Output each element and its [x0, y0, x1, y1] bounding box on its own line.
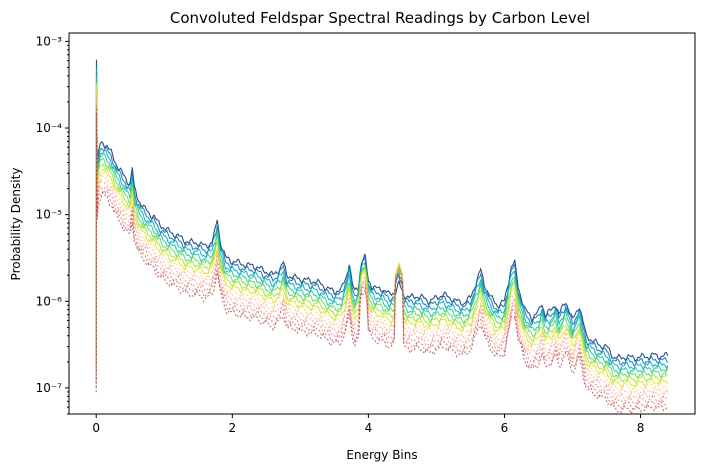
y-tick-label: 10⁻⁴ [36, 121, 63, 135]
x-tick-label: 2 [228, 421, 236, 435]
y-tick-label: 10⁻⁶ [36, 294, 63, 308]
x-axis-label: Energy Bins [346, 448, 417, 462]
y-tick-label: 10⁻³ [36, 34, 63, 48]
series-line [95, 59, 669, 363]
y-tick-label: 10⁻⁷ [36, 381, 63, 395]
series-line [95, 112, 668, 415]
x-tick-label: 4 [365, 421, 373, 435]
plot-area [95, 59, 669, 415]
chart-title: Convoluted Feldspar Spectral Readings by… [170, 9, 590, 27]
series-line [95, 107, 669, 410]
series-line [95, 100, 669, 402]
x-tick-label: 6 [501, 421, 509, 435]
series-line [95, 75, 669, 376]
x-tick-label: 0 [92, 421, 100, 435]
series-line [95, 82, 669, 385]
series-line [95, 95, 669, 397]
series-line [95, 81, 669, 379]
series-line [95, 84, 669, 390]
series-line [95, 67, 669, 372]
series-line [95, 89, 668, 394]
y-axis: 10⁻⁷ 10⁻⁶ 10⁻⁵ 10⁻⁴ 10⁻³ [36, 34, 69, 415]
y-axis-label: Probability Density [9, 168, 23, 281]
x-tick-label: 8 [637, 421, 645, 435]
x-axis: 0 2 4 6 8 [92, 414, 644, 435]
series-line [95, 103, 669, 406]
series-line [95, 61, 669, 367]
y-tick-label: 10⁻⁵ [36, 208, 63, 222]
